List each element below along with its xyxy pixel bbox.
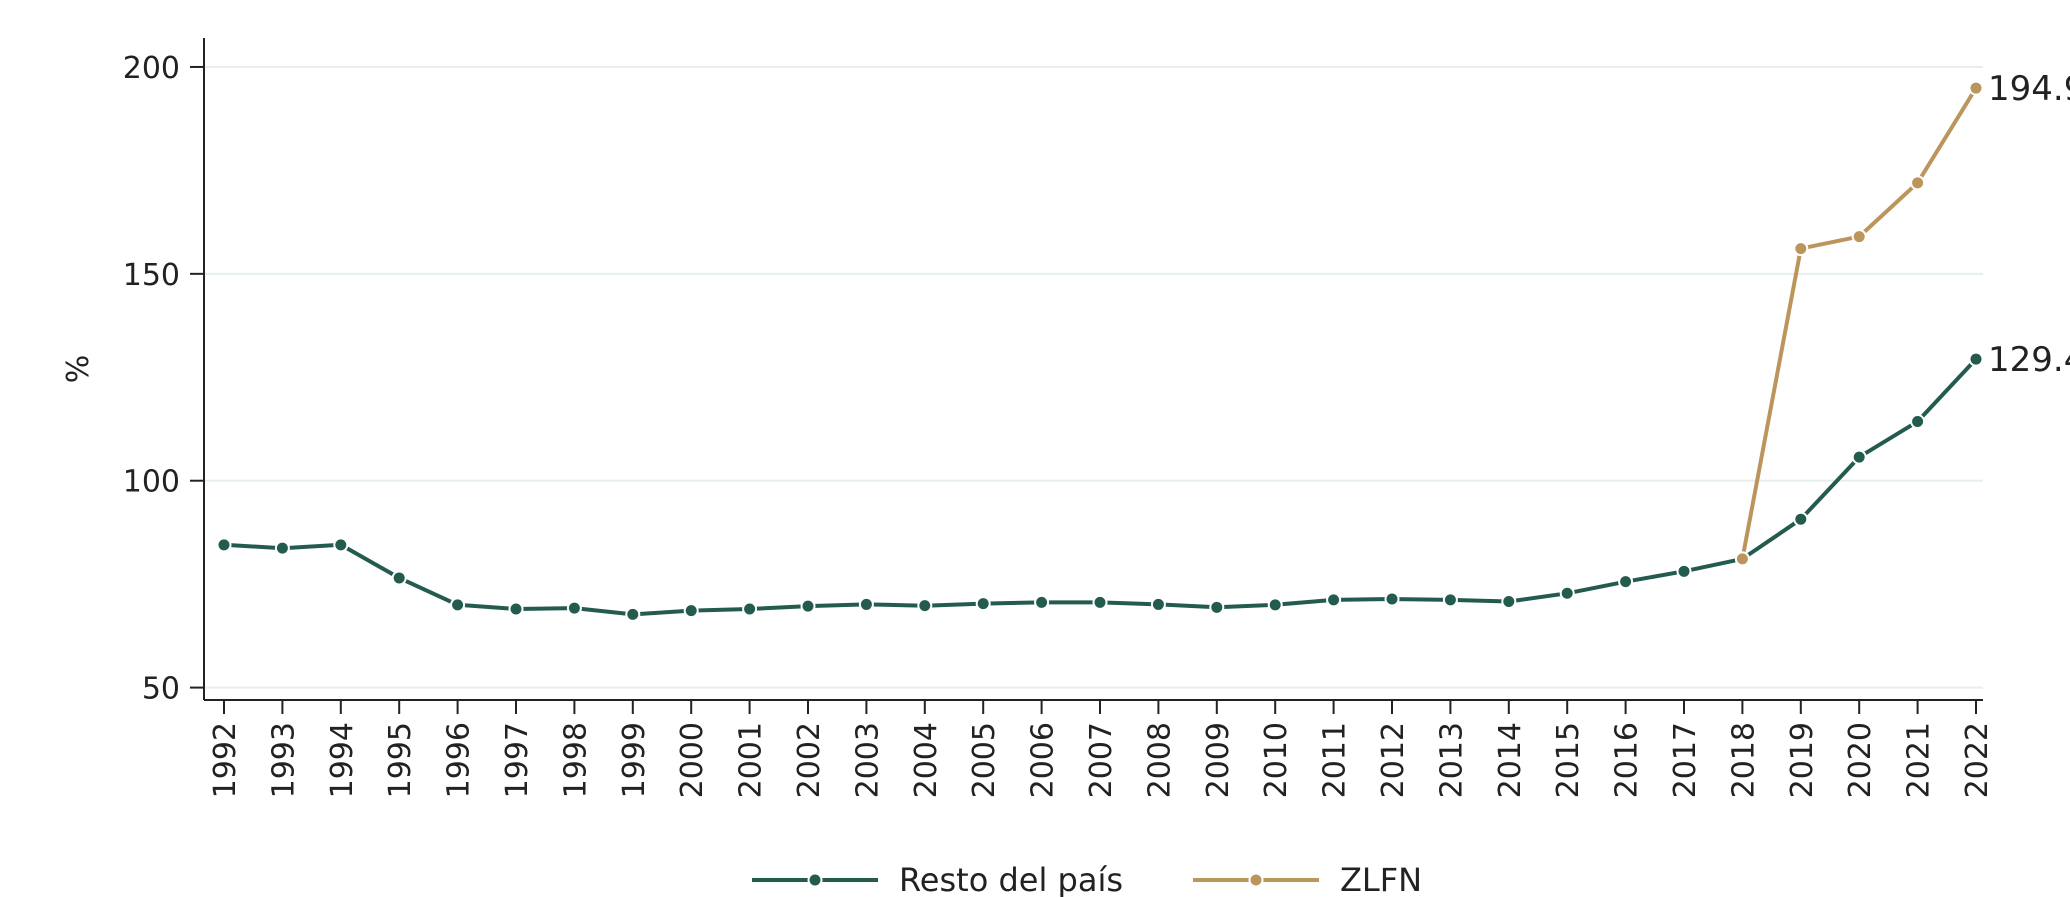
data-point <box>1851 229 1867 245</box>
x-tick-layer: 1992 1993 1994 1995 1996 1997 1998 1999 2000 2001… <box>208 700 1995 798</box>
end-value-label: 194.9 <box>1988 69 2070 109</box>
x-tick-label: 2008 <box>1142 722 1177 798</box>
end-value-label: 129.4 <box>1988 340 2070 380</box>
data-point <box>450 597 466 613</box>
x-tick-label: 2010 <box>1259 722 1294 798</box>
x-tick-label: 2014 <box>1493 722 1528 798</box>
grid-layer <box>204 65 1983 689</box>
data-point <box>1267 597 1283 613</box>
data-point <box>1793 241 1809 257</box>
x-tick-label: 1993 <box>266 722 301 798</box>
data-point <box>975 596 991 612</box>
x-tick-label: 1996 <box>442 722 477 798</box>
y-axis-label: % <box>61 355 96 384</box>
y-tick-layer: 50 100 150 200 <box>123 51 204 707</box>
label-layer: 129.4 194.9 <box>1988 69 2070 380</box>
data-point <box>917 598 933 614</box>
data-point <box>1676 563 1692 579</box>
data-point <box>1618 574 1634 590</box>
data-point <box>566 600 582 616</box>
x-tick-label: 2006 <box>1026 722 1061 798</box>
x-tick-label: 2021 <box>1902 722 1937 798</box>
x-tick-label: 2016 <box>1610 722 1645 798</box>
data-point <box>1501 594 1517 610</box>
data-point <box>1150 596 1166 612</box>
data-point <box>1384 591 1400 607</box>
data-point <box>1968 80 1984 96</box>
data-point <box>1734 551 1750 567</box>
x-tick-label: 1994 <box>325 722 360 798</box>
x-tick-label: 2003 <box>850 722 885 798</box>
series-layer <box>216 80 1984 622</box>
data-point <box>274 540 290 556</box>
data-point <box>216 537 232 553</box>
x-tick-label: 2018 <box>1726 722 1761 798</box>
data-point <box>742 601 758 617</box>
x-tick-label: 1997 <box>500 722 535 798</box>
x-tick-label: 2017 <box>1668 722 1703 798</box>
x-tick-label: 1999 <box>617 722 652 798</box>
x-tick-label: 2011 <box>1318 722 1353 798</box>
x-tick-label: 2013 <box>1434 722 1469 798</box>
x-tick-label: 2001 <box>734 722 769 798</box>
legend-swatch-marker <box>1248 872 1264 888</box>
data-point <box>625 606 641 622</box>
x-tick-label: 2015 <box>1551 722 1586 798</box>
x-tick-label: 1992 <box>208 722 243 798</box>
legend: Resto del país ZLFN <box>752 861 1422 897</box>
data-point <box>1034 594 1050 610</box>
x-tick-label: 2012 <box>1376 722 1411 798</box>
data-point <box>800 598 816 614</box>
x-tick-label: 2002 <box>792 722 827 798</box>
axes-layer <box>203 38 1983 701</box>
data-point <box>391 570 407 586</box>
legend-label: ZLFN <box>1340 861 1422 897</box>
y-tick-label: 50 <box>142 672 180 707</box>
data-point <box>858 596 874 612</box>
y-tick-label: 200 <box>123 51 180 86</box>
y-tick-label: 100 <box>123 465 180 500</box>
data-point <box>333 537 349 553</box>
legend-swatch-marker <box>807 872 823 888</box>
x-tick-label: 2000 <box>675 722 710 798</box>
data-point <box>1851 449 1867 465</box>
data-point <box>1968 351 1984 367</box>
x-tick-label: 2009 <box>1201 722 1236 798</box>
x-tick-label: 1995 <box>383 722 418 798</box>
x-tick-label: 2020 <box>1843 722 1878 798</box>
x-tick-label: 2005 <box>967 722 1002 798</box>
data-point <box>1092 594 1108 610</box>
data-point <box>1910 414 1926 430</box>
data-point <box>1442 592 1458 608</box>
data-point <box>1326 592 1342 608</box>
data-point <box>1910 175 1926 191</box>
y-tick-label: 150 <box>123 258 180 293</box>
data-point <box>683 603 699 619</box>
data-point <box>1209 599 1225 615</box>
x-tick-label: 2022 <box>1960 722 1995 798</box>
data-point <box>1793 511 1809 527</box>
legend-label: Resto del país <box>899 861 1123 897</box>
data-point <box>1559 585 1575 601</box>
x-tick-label: 2019 <box>1785 722 1820 798</box>
data-point <box>508 601 524 617</box>
x-tick-label: 2004 <box>909 722 944 798</box>
x-tick-label: 2007 <box>1084 722 1119 798</box>
x-tick-label: 1998 <box>558 722 593 798</box>
